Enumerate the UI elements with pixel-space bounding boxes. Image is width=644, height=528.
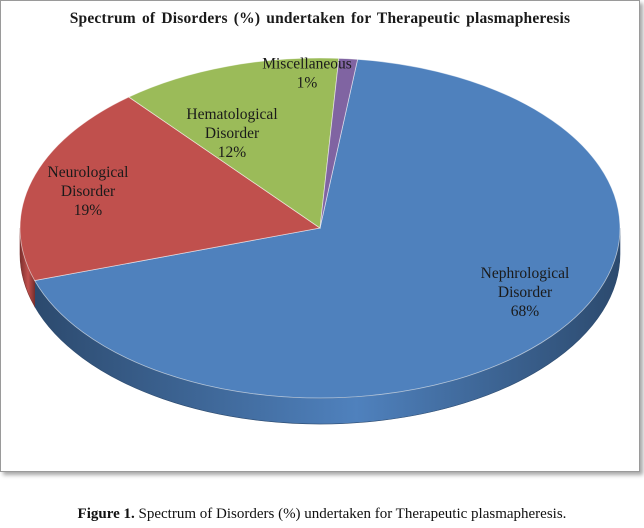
data-label-nephrological: Nephrological Disorder 68% — [481, 265, 570, 320]
figure-caption-text: Spectrum of Disorders (%) undertaken for… — [138, 506, 567, 522]
pie-labels: Nephrological Disorder 68% Neurological Diso… — [48, 56, 570, 321]
figure-label: Figure 1. — [77, 506, 135, 522]
pie-slice-nephrological — [34, 58, 621, 399]
pie-slice-miscellaneous — [319, 57, 359, 229]
data-label-miscellaneous: Miscellaneous 1% — [262, 56, 352, 92]
pie-slice-neurological — [19, 96, 322, 281]
figure-caption: Figure 1. Spectrum of Disorders (%) unde… — [0, 506, 644, 523]
pie-slice-hematological — [127, 57, 340, 229]
pie-chart: Nephrological Disorder 68% Neurological Diso… — [19, 56, 621, 425]
pie-top — [19, 57, 621, 399]
data-label-neurological: Neurological Disorder 19% — [48, 164, 129, 219]
data-label-hematological: Hematological Disorder 12% — [186, 106, 277, 161]
chart-title: Spectrum of Disorders (%) undertaken for… — [69, 10, 571, 27]
